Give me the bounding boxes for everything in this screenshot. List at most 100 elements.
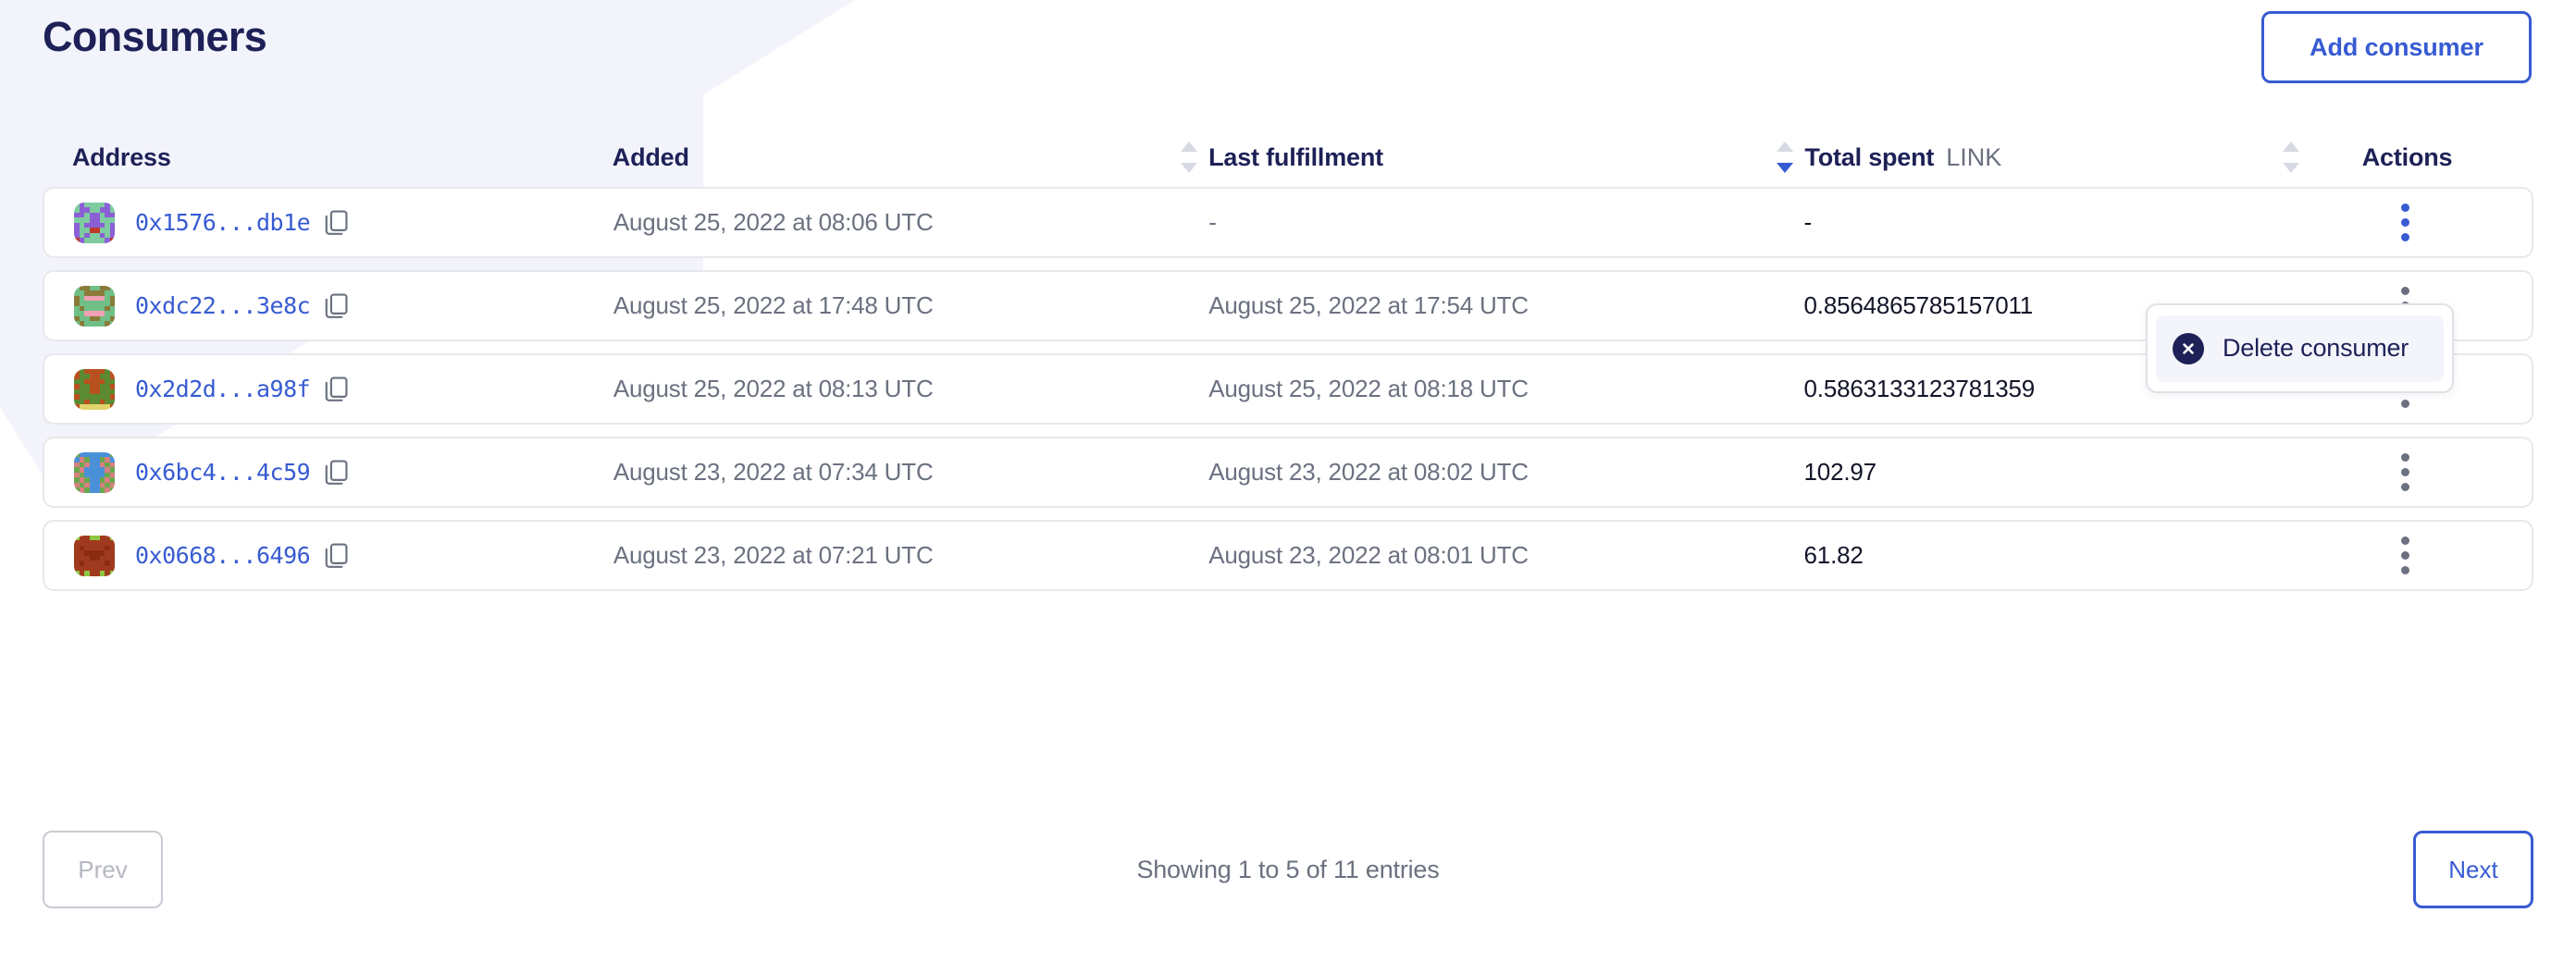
cell-last-fulfillment: August 23, 2022 at 08:02 UTC <box>1208 458 1529 486</box>
cell-last-fulfillment: - <box>1208 208 1217 236</box>
cell-actions <box>2309 201 2502 245</box>
copy-icon[interactable] <box>325 376 349 402</box>
identicon-pixel <box>84 535 90 540</box>
kebab-dot <box>2401 204 2410 212</box>
column-label-last-fulfillment: Last fulfillment <box>1208 142 1383 171</box>
address-link[interactable]: 0xdc22...3e8c <box>135 292 311 319</box>
kebab-dot <box>2401 468 2410 476</box>
identicon-pixel <box>94 550 100 556</box>
identicon-pixel <box>89 550 94 556</box>
identicon-pixel <box>84 565 90 571</box>
identicon-pixel <box>94 540 100 546</box>
identicon-pixel <box>109 545 115 550</box>
kebab-dot <box>2401 566 2410 574</box>
cell-address: 0x0668...6496 <box>74 535 613 576</box>
kebab-dot <box>2401 483 2410 491</box>
cell-last-fulfillment: August 25, 2022 at 17:54 UTC <box>1208 291 1529 319</box>
kebab-dot <box>2401 287 2410 295</box>
identicon-pixel <box>109 555 115 561</box>
identicon-pixel <box>109 238 115 243</box>
identicon-pixel <box>109 561 115 566</box>
prev-page-button[interactable]: Prev <box>43 831 163 908</box>
table-footer: Prev Showing 1 to 5 of 11 entries Next <box>43 831 2533 908</box>
identicon-pixel <box>94 561 100 566</box>
identicon-pixel <box>94 545 100 550</box>
page-title: Consumers <box>43 13 267 60</box>
identicon-pixel <box>79 571 84 576</box>
address-link[interactable]: 0x0668...6496 <box>135 542 311 569</box>
identicon-pixel <box>99 561 105 566</box>
identicon-pixel <box>89 535 94 540</box>
identicon-pixel <box>79 550 84 556</box>
cell-last-fulfillment: August 25, 2022 at 08:18 UTC <box>1208 375 1529 402</box>
identicon-pixel <box>79 555 84 561</box>
address-link[interactable]: 0x2d2d...a98f <box>135 376 311 402</box>
sort-ascending-arrow-last-fulfillment <box>1777 142 1794 152</box>
identicon-pixel <box>89 561 94 566</box>
identicon-pixel <box>74 565 80 571</box>
kebab-dot <box>2401 536 2410 545</box>
column-header-total-spent[interactable]: Total spent LINK <box>1804 142 2310 173</box>
copy-icon[interactable] <box>325 542 349 569</box>
identicon-pixel <box>89 565 94 571</box>
cell-total-spent: 102.97 <box>1803 458 1877 486</box>
table-header-row: Address Added Last fulfillment <box>43 128 2533 187</box>
address-link[interactable]: 0x1576...db1e <box>135 209 311 236</box>
identicon-pixel <box>99 571 105 576</box>
identicon-pixel <box>84 555 90 561</box>
sort-ascending-arrow-added <box>1181 142 1198 152</box>
identicon-pixel <box>105 571 110 576</box>
identicon-pixel <box>94 555 100 561</box>
identicon-pixel <box>74 535 80 540</box>
next-page-button[interactable]: Next <box>2413 831 2533 908</box>
identicon-pixel <box>89 571 94 576</box>
sort-icon-added[interactable] <box>1181 142 1198 173</box>
sort-descending-arrow-last-fulfillment <box>1777 163 1794 173</box>
column-label-added: Added <box>612 142 689 171</box>
address-link[interactable]: 0x6bc4...4c59 <box>135 459 311 486</box>
menu-item-delete-consumer[interactable]: Delete consumer <box>2156 314 2444 382</box>
column-header-added[interactable]: Added <box>612 142 1208 173</box>
sort-icon-total-spent[interactable] <box>2283 142 2300 173</box>
page-header: Consumers Add consumer <box>0 0 2576 109</box>
row-actions-kebab-icon[interactable] <box>2384 534 2428 578</box>
copy-icon[interactable] <box>325 459 349 486</box>
identicon-avatar <box>74 285 115 327</box>
identicon-pixel <box>99 565 105 571</box>
identicon-pixel <box>79 561 84 566</box>
identicon-pixel <box>99 545 105 550</box>
add-consumer-button[interactable]: Add consumer <box>2261 11 2532 83</box>
identicon-pixel <box>74 550 80 556</box>
identicon-pixel <box>99 555 105 561</box>
identicon-pixel <box>105 540 110 546</box>
cell-address: 0x2d2d...a98f <box>74 368 613 410</box>
column-header-last-fulfillment[interactable]: Last fulfillment <box>1208 142 1804 173</box>
copy-icon[interactable] <box>325 292 349 319</box>
identicon-pixel <box>99 550 105 556</box>
sort-descending-arrow-added <box>1181 163 1198 173</box>
sort-icon-last-fulfillment[interactable] <box>1777 142 1794 173</box>
cell-added: August 23, 2022 at 07:21 UTC <box>613 541 934 569</box>
column-label-actions: Actions <box>2361 142 2453 171</box>
cell-added: August 25, 2022 at 08:13 UTC <box>613 375 934 402</box>
identicon-pixel <box>105 545 110 550</box>
identicon-pixel <box>79 535 84 540</box>
row-actions-kebab-icon[interactable] <box>2384 450 2428 495</box>
kebab-dot <box>2401 453 2410 462</box>
row-actions-kebab-icon[interactable] <box>2384 201 2428 245</box>
identicon-pixel <box>89 555 94 561</box>
column-label-total-spent: Total spent <box>1804 142 1935 171</box>
identicon-pixel <box>84 540 90 546</box>
identicon-pixel <box>74 555 80 561</box>
identicon-pixel <box>109 487 115 493</box>
cell-actions <box>2309 450 2502 495</box>
table-row: 0x6bc4...4c59 August 23, 2022 at 07:34 UT… <box>43 437 2533 508</box>
identicon-pixel <box>94 571 100 576</box>
identicon-pixel <box>105 550 110 556</box>
identicon-pixel <box>105 565 110 571</box>
identicon-pixel <box>109 565 115 571</box>
copy-icon[interactable] <box>325 209 349 236</box>
pagination-status: Showing 1 to 5 of 11 entries <box>1136 855 1440 883</box>
cell-total-spent: 61.82 <box>1803 541 1864 569</box>
identicon-pixel <box>105 561 110 566</box>
